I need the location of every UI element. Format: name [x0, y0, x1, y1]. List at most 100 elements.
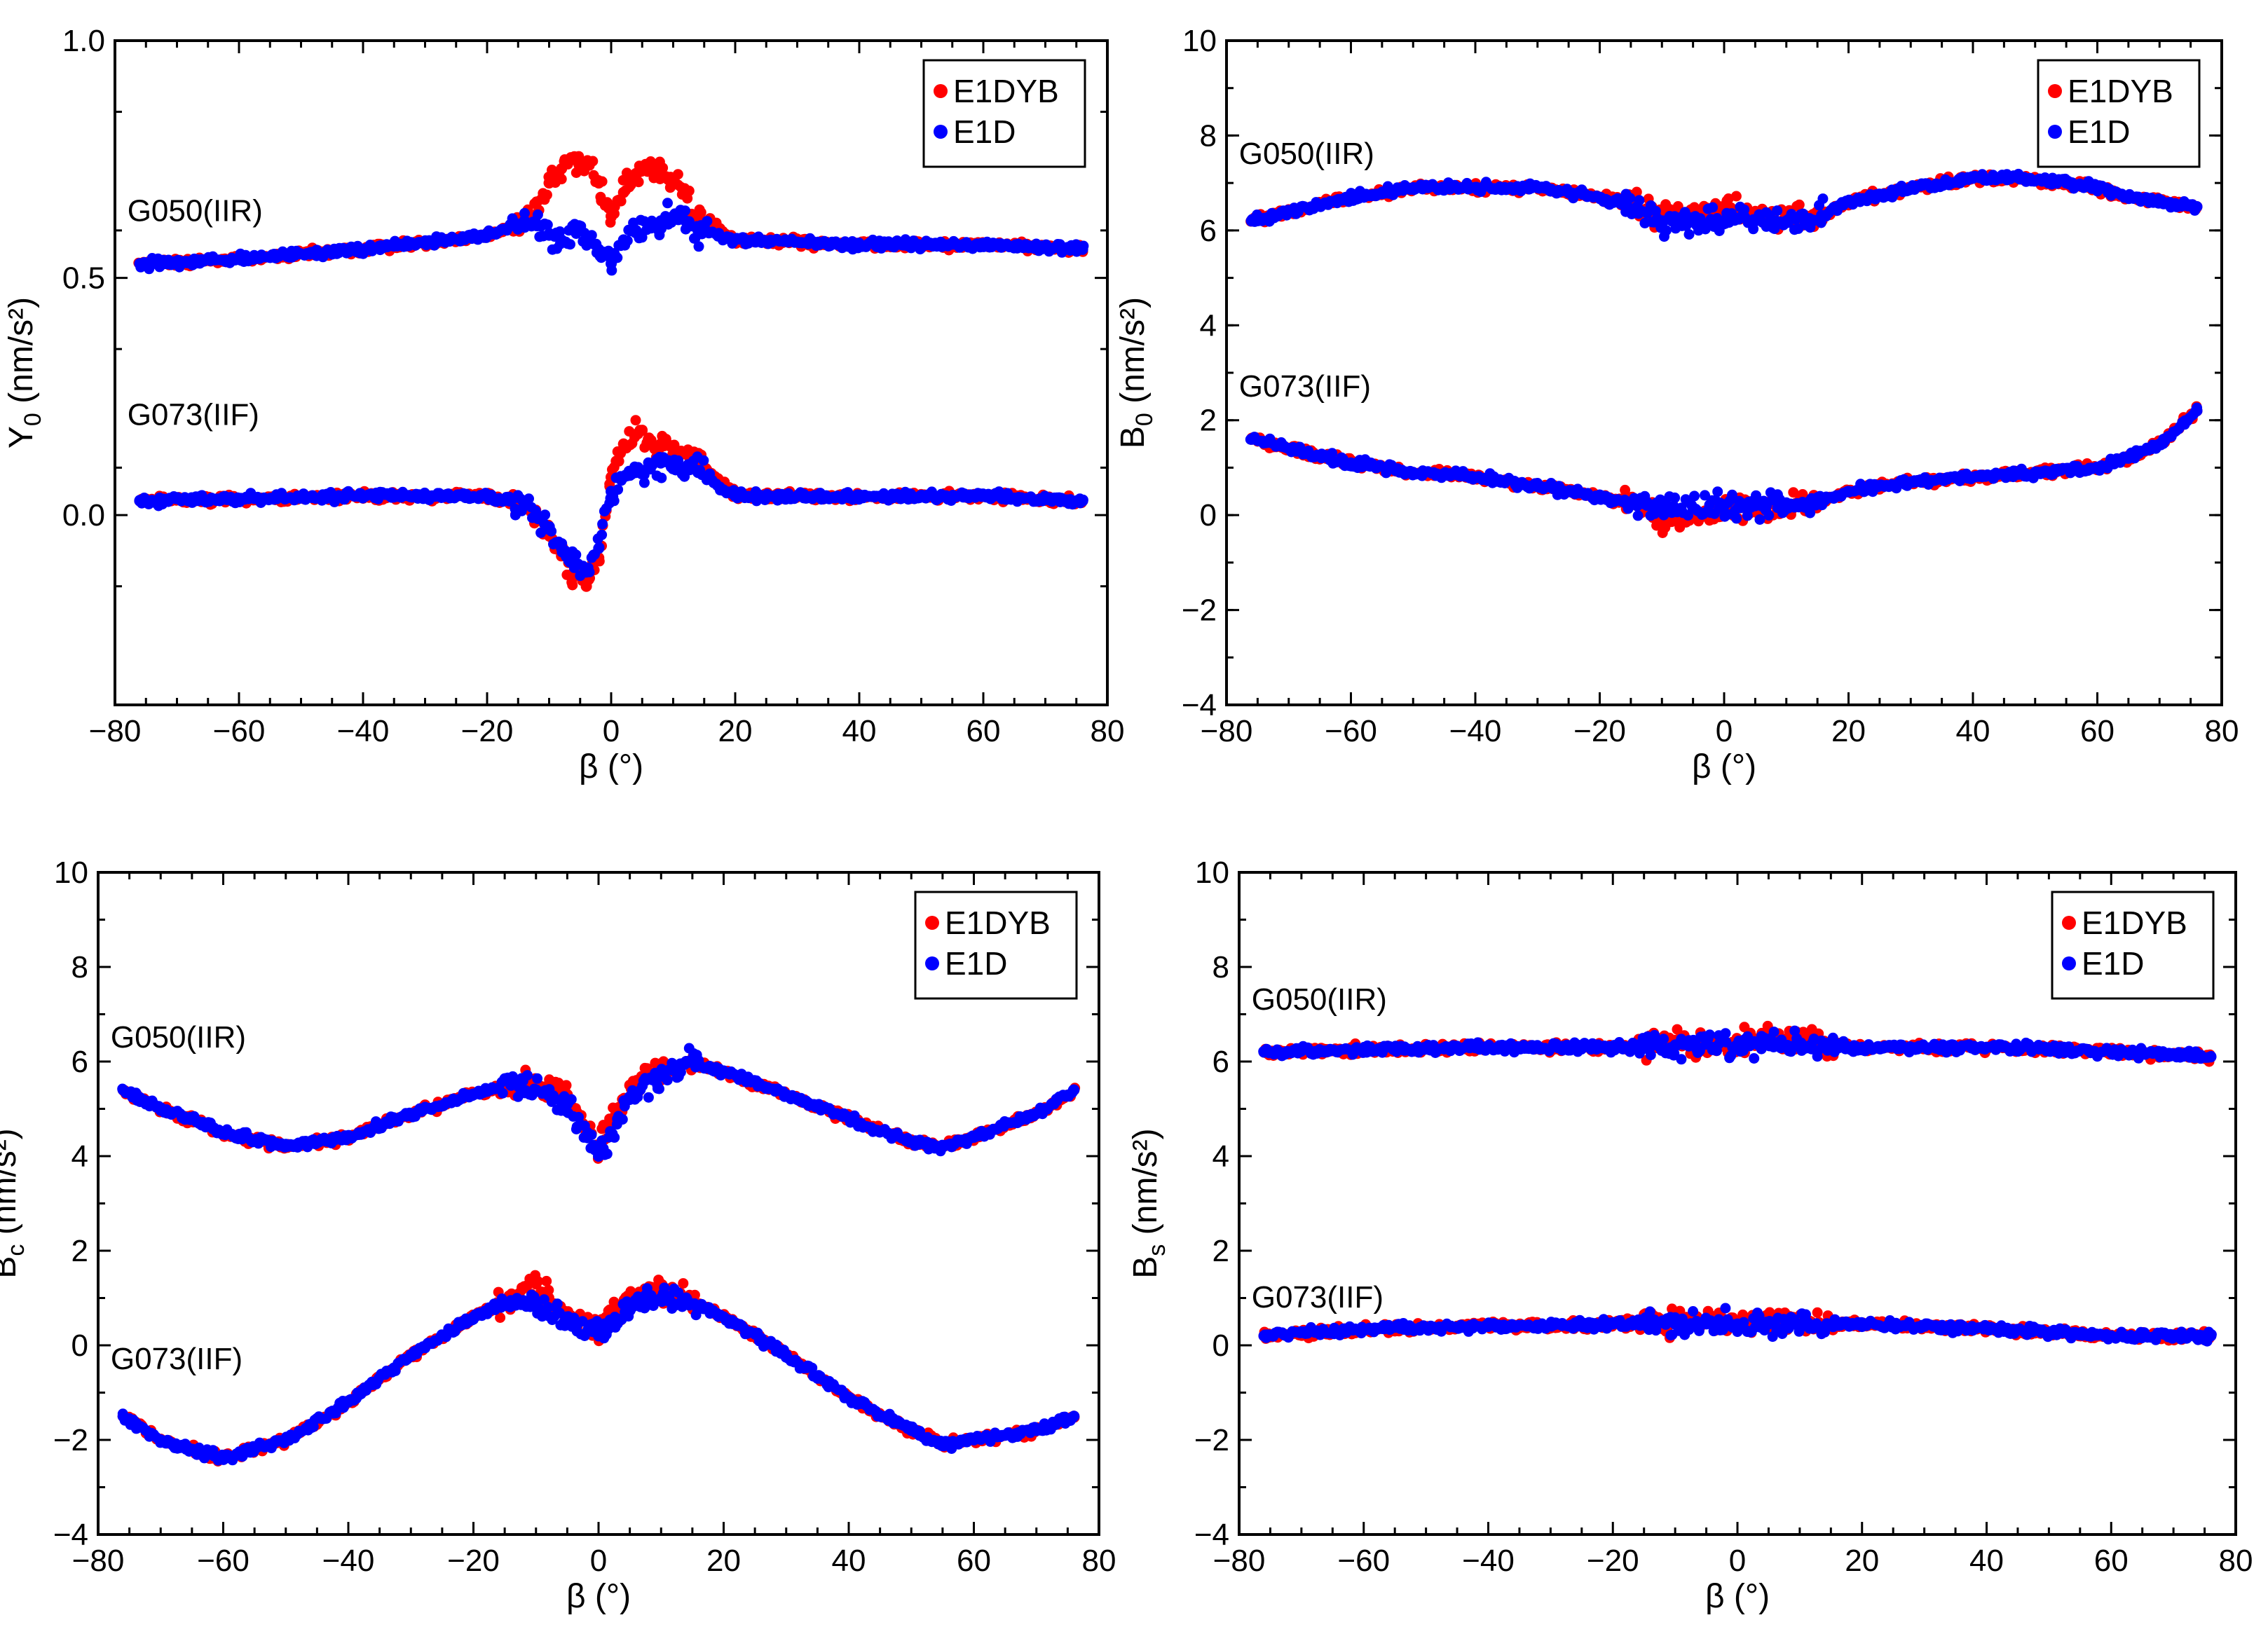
data-point-e1d [2017, 172, 2028, 184]
y-axis-label: B0 (nm/s²) [1114, 297, 1158, 448]
data-point-e1d [556, 234, 567, 245]
data-point-e1dyb [618, 187, 629, 198]
data-point-e1d [2092, 182, 2103, 193]
data-point-e1dyb [655, 163, 667, 174]
point-e1d-g1 [596, 530, 607, 540]
data-point-e1d [1749, 500, 1761, 512]
y-axis-label: Y0 (nm/s²) [3, 297, 46, 448]
data-point-e1d [2123, 453, 2134, 464]
data-point-e1d [1656, 215, 1667, 226]
data-point-e1d [1470, 182, 1481, 193]
data-point-e1dyb [531, 196, 542, 207]
data-point-e1d [568, 225, 580, 236]
legend-label-e1dyb: E1DYB [953, 73, 1059, 109]
data-point-e1d [1594, 192, 1606, 203]
point-e1d-g1 [1731, 513, 1742, 523]
data-point-e1d [481, 230, 493, 241]
data-point-e1dyb [630, 168, 641, 179]
x-tick-label: 60 [966, 714, 1001, 748]
data-point-e1d [581, 234, 592, 245]
data-point-e1d [1077, 495, 1088, 507]
data-point-e1d [978, 239, 989, 250]
scatter-points-B0 [1245, 169, 2203, 538]
data-point-e1d [1246, 434, 1257, 445]
data-point-e1d [1407, 182, 1419, 193]
point-e1dyb-g0 [561, 1080, 572, 1090]
data-point-e1d [854, 239, 865, 250]
data-point-e1dyb [581, 581, 592, 592]
data-point-e1d [1719, 500, 1730, 512]
x-tick-label: 80 [2205, 714, 2239, 748]
data-point-e1d [1805, 500, 1817, 512]
data-point-e1d [1077, 244, 1088, 255]
data-point-e1d [1967, 172, 1979, 184]
legend-label-e1d: E1D [2068, 114, 2130, 150]
data-point-e1d [1346, 192, 1357, 203]
data-point-e1d [1283, 206, 1294, 217]
data-point-e1d [134, 495, 145, 507]
data-point-e1dyb [568, 153, 580, 165]
data-point-e1d [1843, 486, 1854, 497]
legend-label-e1dyb: E1DYB [2068, 73, 2173, 109]
data-point-e1d [643, 462, 654, 473]
point-e1dyb-g0 [1794, 200, 1805, 210]
group-label: G073(IIF) [128, 397, 259, 432]
y-tick-label: −4 [1182, 688, 1217, 722]
point-e1d-g0 [680, 205, 690, 216]
y-tick-label: 8 [1200, 118, 1217, 153]
data-point-e1d [1594, 490, 1606, 502]
x-axis-label: β (°) [1692, 748, 1756, 785]
data-point-e1d [606, 486, 617, 497]
data-point-e1d [1749, 215, 1761, 226]
point-e1d-g0 [1707, 202, 1718, 213]
data-point-e1d [692, 467, 704, 478]
figure-canvas: −80 −60 −40 −20 0 20 40 60 800.00.51.0β (°)Y0 (n… [0, 0, 2268, 1634]
point-e1d-g0 [533, 210, 543, 220]
panel-Y0: −80 −60 −40 −20 0 20 40 60 800.00.51.0β (°)Y0 (n… [3, 24, 1124, 785]
data-point-e1d [655, 458, 667, 469]
point-e1d-g0 [662, 198, 673, 208]
legend-marker-e1dyb [2048, 84, 2062, 98]
group-label: G050(IIR) [128, 193, 263, 228]
x-tick-label: −20 [461, 714, 514, 748]
point-e1d-g0 [1661, 225, 1672, 235]
data-point-e1dyb [581, 158, 592, 170]
y-axis-label-sub: 0 [20, 413, 46, 426]
point-e1d-g1 [639, 477, 650, 488]
data-point-e1dyb [606, 211, 617, 222]
point-e1d-g1 [1754, 514, 1765, 525]
scatter-points-Y0 [133, 151, 1088, 592]
legend-marker-e1d [934, 125, 948, 139]
point-e1dyb-g1 [631, 415, 641, 425]
data-point-e1d [233, 254, 245, 265]
point-e1d-g0 [1625, 193, 1635, 203]
data-point-e1d [531, 220, 542, 231]
point-e1d-g1 [1689, 490, 1700, 501]
point-e1dyb-g0 [542, 190, 552, 200]
y-axis-label-sub: 0 [1131, 413, 1158, 426]
data-point-e1d [1905, 182, 1916, 193]
data-point-e1d [618, 472, 629, 483]
y-tick-label: −2 [1182, 593, 1217, 628]
point-e1dyb-g0 [556, 174, 567, 184]
y-axis-label-main: Y [3, 426, 40, 448]
y-tick-label: 6 [1200, 214, 1217, 248]
data-point-e1d [668, 211, 679, 222]
y-tick-label: 4 [1200, 308, 1217, 343]
data-point-e1d [643, 220, 654, 231]
data-point-e1d [357, 490, 369, 502]
data-point-e1dyb [668, 443, 679, 454]
point-e1d-g0 [1772, 205, 1782, 216]
data-point-e1dyb [593, 177, 604, 188]
data-point-e1d [1781, 215, 1792, 226]
point-e1d-g0 [702, 216, 712, 226]
data-point-e1d [1781, 497, 1792, 509]
data-point-e1d [519, 500, 530, 512]
y-tick-label: 0 [1200, 498, 1217, 533]
point-e1d-g1 [698, 455, 709, 466]
data-point-e1d [606, 258, 617, 269]
data-point-e1d [630, 467, 641, 478]
panel-Bc: −80−60−40−20020406080−4−20246810β (°)Bc … [0, 856, 1116, 1615]
data-point-e1d [2154, 196, 2165, 207]
data-point-e1d [1905, 476, 1916, 488]
